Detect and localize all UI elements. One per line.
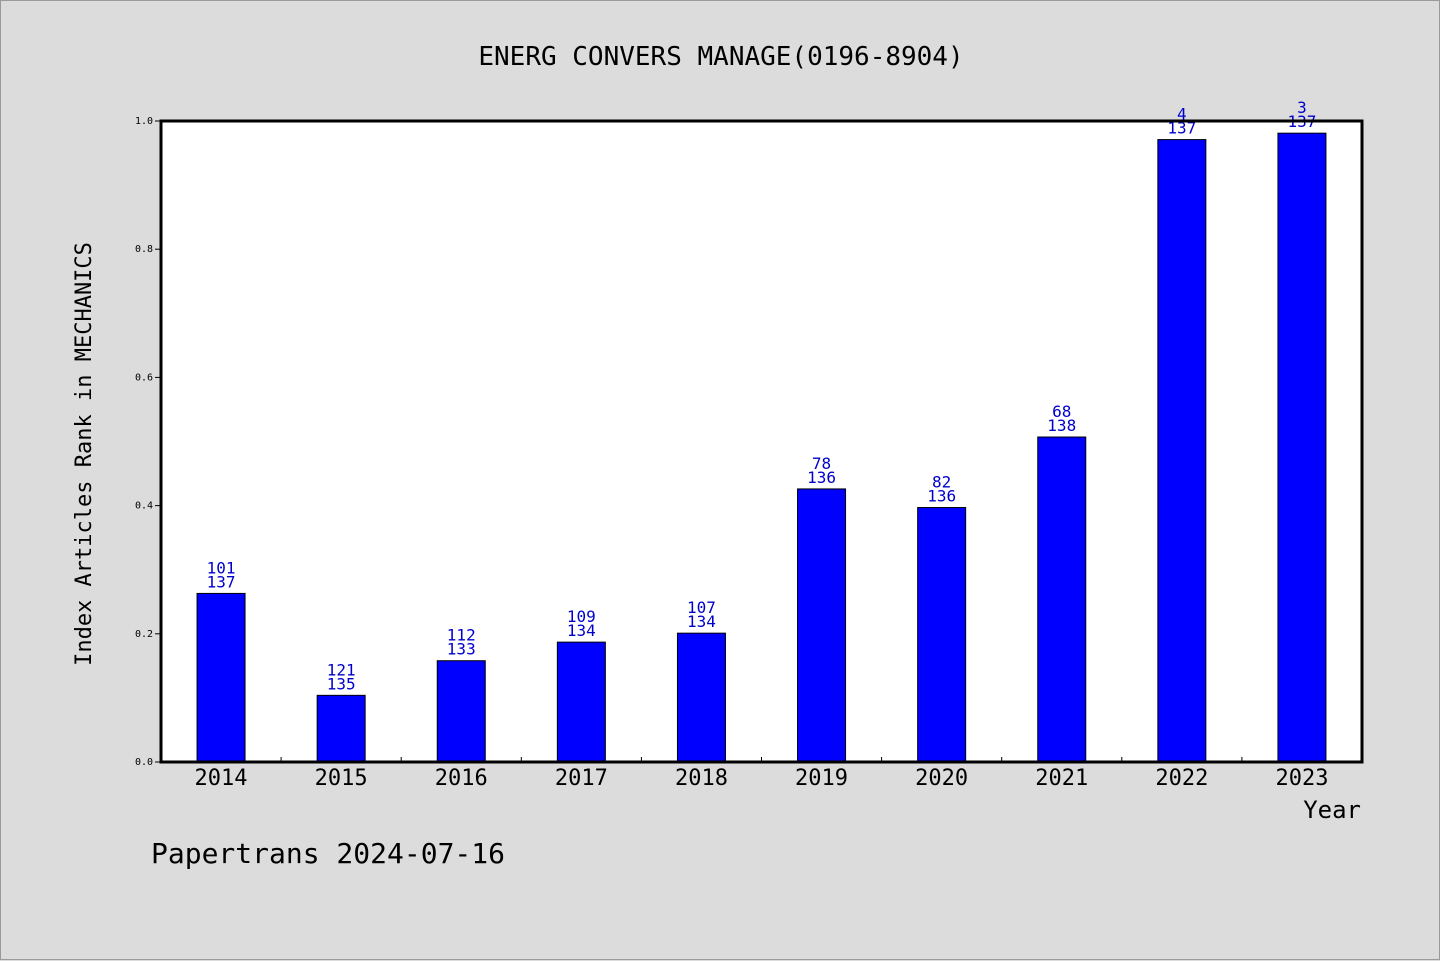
bar-2023 bbox=[1277, 132, 1327, 763]
bar-2021 bbox=[1037, 436, 1087, 763]
x-tick-label: 2015 bbox=[315, 766, 368, 791]
x-tick-label: 2016 bbox=[435, 766, 488, 791]
footer-credit: Papertrans 2024-07-16 bbox=[151, 837, 505, 870]
bar-rank-label: 121 bbox=[327, 660, 356, 679]
bar-total-label: 135 bbox=[327, 674, 356, 693]
bar-2022 bbox=[1157, 139, 1207, 763]
y-tick-label: 1.0 bbox=[135, 116, 153, 127]
bar-rank-label: 107 bbox=[687, 598, 716, 617]
plot-border bbox=[159, 119, 1364, 764]
bar-total-label: 137 bbox=[207, 572, 236, 591]
bars bbox=[196, 132, 1327, 763]
x-tick-label: 2018 bbox=[675, 766, 728, 791]
bar-rank-label: 3 bbox=[1297, 98, 1307, 117]
bar-2014 bbox=[196, 592, 246, 763]
x-tick-label: 2021 bbox=[1035, 766, 1088, 791]
x-axis-label: Year bbox=[1303, 796, 1361, 824]
bar-total-label: 136 bbox=[807, 468, 836, 487]
bar-2016 bbox=[436, 660, 486, 763]
x-tick-label: 2022 bbox=[1155, 766, 1208, 791]
bar-total-label: 137 bbox=[1167, 119, 1196, 138]
x-tick-label: 2019 bbox=[795, 766, 848, 791]
bar-total-label: 134 bbox=[687, 612, 716, 631]
bar-rank-label: 4 bbox=[1177, 105, 1187, 124]
y-tick-label: 0.2 bbox=[135, 629, 153, 640]
y-tick-label: 0.0 bbox=[135, 757, 153, 768]
x-axis-ticks: 2014 2015 2016 2017 2018 2019 2020 2021 2022 2023 bbox=[195, 757, 1328, 791]
y-axis-label: Index Articles Rank in MECHANICS bbox=[72, 242, 97, 666]
bar-rank-label: 112 bbox=[447, 626, 476, 645]
bar-2020 bbox=[917, 507, 967, 763]
bar-2017 bbox=[556, 641, 606, 763]
x-tick-label: 2017 bbox=[555, 766, 608, 791]
bar-total-label: 138 bbox=[1047, 416, 1076, 435]
y-tick-label: 0.4 bbox=[135, 501, 153, 512]
bar-total-label: 136 bbox=[927, 487, 956, 506]
bar-total-label: 133 bbox=[447, 640, 476, 659]
bar-rank-label: 101 bbox=[207, 558, 236, 577]
bar-2019 bbox=[797, 488, 847, 763]
chart-title: ENERG CONVERS MANAGE(0196-8904) bbox=[478, 42, 963, 72]
bar-total-label: 134 bbox=[567, 621, 596, 640]
bar-2018 bbox=[676, 632, 726, 763]
x-tick-label: 2023 bbox=[1275, 766, 1328, 791]
bar-2015 bbox=[316, 694, 366, 763]
bar-rank-label: 78 bbox=[812, 454, 831, 473]
x-tick-label: 2014 bbox=[195, 766, 248, 791]
x-tick-label: 2020 bbox=[915, 766, 968, 791]
bar-rank-label: 82 bbox=[932, 473, 951, 492]
bar-rank-label: 68 bbox=[1052, 402, 1071, 421]
bar-rank-label: 109 bbox=[567, 607, 596, 626]
y-tick-label: 0.6 bbox=[135, 372, 153, 383]
y-tick-label: 0.8 bbox=[135, 244, 153, 255]
y-axis-ticks: 0.0 0.2 0.4 0.6 0.8 1.0 bbox=[135, 116, 161, 768]
